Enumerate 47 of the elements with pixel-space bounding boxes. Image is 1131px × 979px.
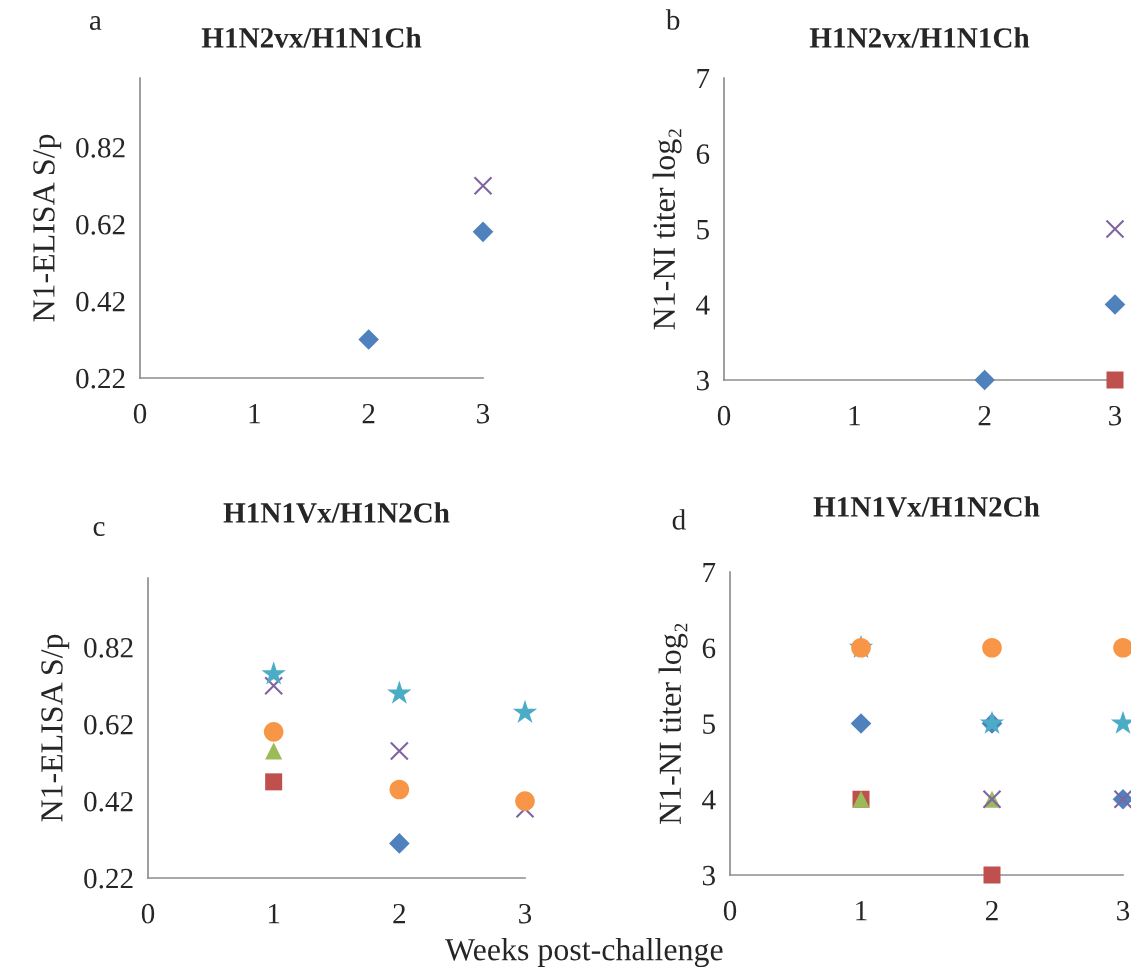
- y-tick-label: 4: [702, 790, 716, 810]
- y-tick-label: 0.62: [76, 214, 125, 235]
- y-tick-label: 7: [697, 69, 710, 89]
- y-tick-label: 6: [702, 638, 716, 659]
- text: c: [93, 522, 105, 537]
- text: a: [89, 16, 102, 31]
- text: b: [665, 9, 680, 30]
- x-tick-label: 2: [393, 903, 406, 924]
- x-axis-title: Weeks post-challenge: [445, 938, 723, 968]
- x-tick-label: 1: [249, 403, 260, 424]
- x-tick-label: 3: [1109, 405, 1122, 426]
- y-tick-label: 0.82: [76, 137, 125, 158]
- y-tick-label: 7: [703, 563, 716, 583]
- y-tick-label: 0.22: [76, 368, 125, 389]
- y-tick-label: 5: [697, 220, 709, 240]
- y-axis-title: N1-ELISA S/p: [41, 634, 70, 822]
- y-axis-title: N1-NI titer log₂: [652, 129, 682, 330]
- y-tick-label: 0.82: [84, 637, 133, 658]
- y-tick-label: 6: [696, 144, 710, 164]
- y-tick-label: 0.42: [76, 291, 125, 312]
- chart-title: H1N2vx/H1N1Ch: [201, 27, 422, 48]
- x-tick-label: 1: [856, 900, 867, 921]
- text: d: [672, 509, 686, 530]
- x-tick-label: 0: [133, 403, 147, 424]
- x-tick-label: 1: [268, 903, 280, 924]
- y-tick-label: 3: [696, 370, 709, 391]
- y-tick-label: 3: [702, 865, 715, 886]
- x-tick-label: 2: [978, 405, 991, 426]
- x-tick-label: 2: [985, 900, 998, 921]
- x-tick-label: 0: [723, 900, 737, 921]
- x-tick-label: 3: [477, 403, 490, 424]
- x-tick-label: 0: [717, 405, 731, 426]
- y-tick-label: 5: [703, 714, 715, 734]
- y-tick-label: 4: [696, 295, 710, 315]
- y-axis-title: N1-ELISA S/p: [33, 134, 62, 322]
- y-tick-label: 0.42: [84, 791, 133, 812]
- x-tick-label: 1: [849, 405, 860, 426]
- x-tick-label: 3: [519, 903, 532, 924]
- x-tick-label: 0: [141, 903, 155, 924]
- x-tick-label: 3: [1117, 900, 1130, 921]
- chart-title: H1N1Vx/H1N2Ch: [223, 502, 450, 523]
- x-tick-label: 2: [362, 403, 375, 424]
- y-tick-label: 0.22: [84, 868, 133, 889]
- chart-title: H1N2vx/H1N1Ch: [809, 27, 1030, 48]
- y-axis-title: N1-NI titer log₂: [658, 623, 688, 824]
- y-tick-label: 0.62: [84, 714, 133, 735]
- chart-title: H1N1Vx/H1N2Ch: [813, 496, 1040, 517]
